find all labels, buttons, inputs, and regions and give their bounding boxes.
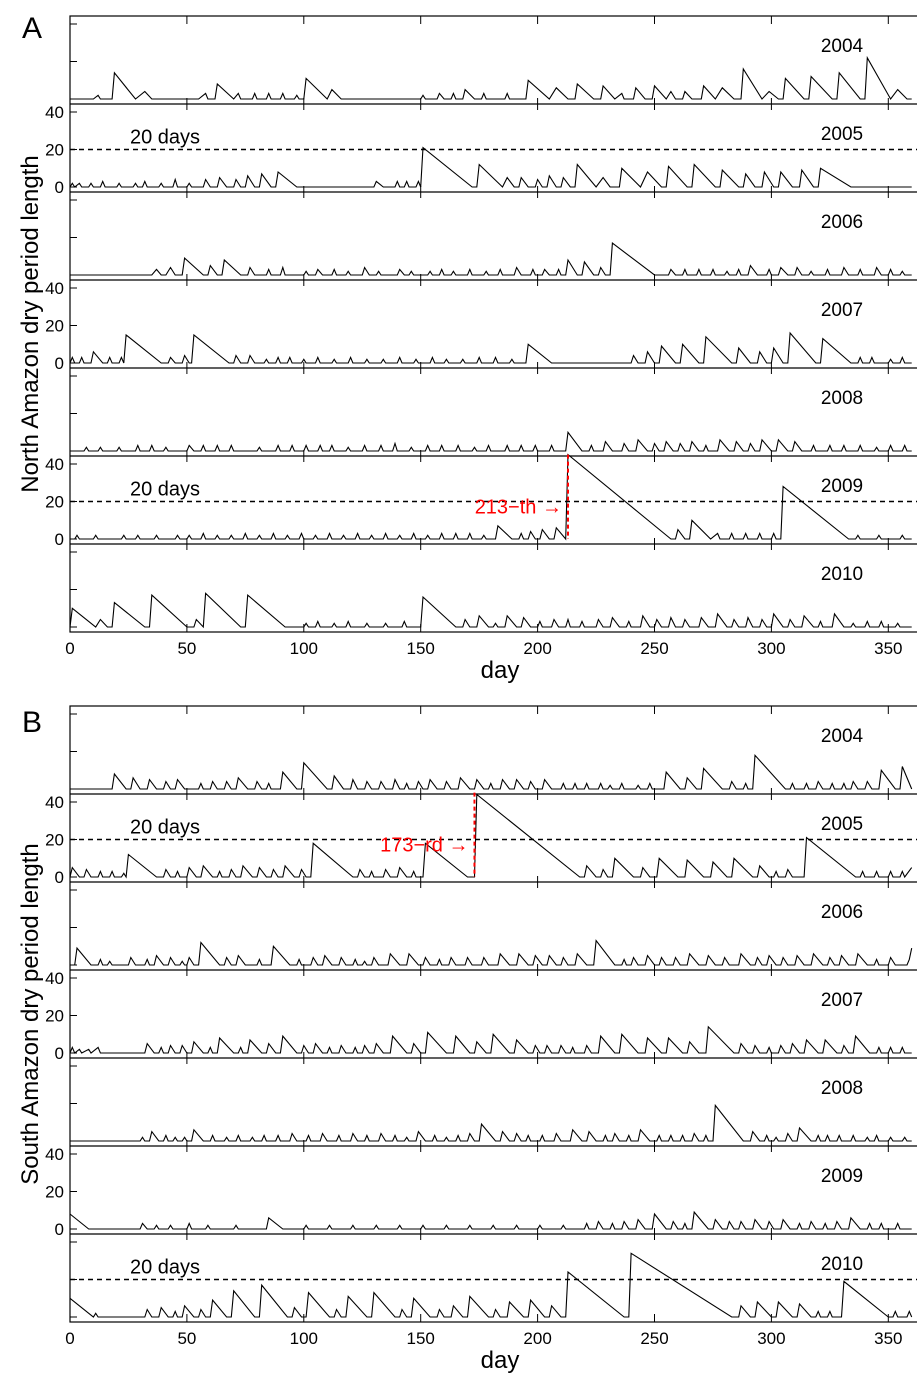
x-tick-label: 200 (523, 639, 551, 658)
x-tick-label: 150 (407, 1329, 435, 1348)
series-line-2006 (70, 242, 912, 276)
y-tick-label: 0 (55, 868, 64, 887)
threshold-label: 20 days (130, 479, 200, 501)
year-label: 2006 (821, 902, 863, 923)
y-tick-label: 20 (45, 317, 64, 336)
series-line-2004 (70, 753, 913, 790)
x-tick-label: 100 (290, 1329, 318, 1348)
x-tick-label: 100 (290, 639, 318, 658)
threshold-label: 20 days (130, 817, 200, 839)
year-row-2007: 0 20 40 2007 (45, 279, 917, 373)
x-tick-label: 300 (757, 639, 785, 658)
threshold-label: 20 days (130, 127, 200, 149)
x-tick-label: 250 (640, 639, 668, 658)
year-row-2007: 0 20 40 2007 (45, 969, 917, 1063)
y-axis-label: North Amazon dry period length (17, 155, 44, 493)
x-tick-label: 0 (65, 1329, 74, 1348)
x-tick-label: 0 (65, 639, 74, 658)
y-tick-label: 0 (55, 1220, 64, 1239)
onset-annotation: 173−rd → (380, 835, 468, 857)
y-tick-label: 0 (55, 354, 64, 373)
y-axis-label: South Amazon dry period length (17, 843, 44, 1185)
x-tick-label: 150 (407, 639, 435, 658)
y-tick-label: 20 (45, 141, 64, 160)
year-label: 2008 (821, 388, 863, 409)
panel-label: A (22, 12, 42, 45)
series-line-2008 (70, 430, 912, 452)
y-tick-label: 20 (45, 1183, 64, 1202)
y-tick-label: 40 (45, 969, 64, 988)
panel-label: B (22, 706, 42, 739)
y-tick-label: 40 (45, 103, 64, 122)
year-row-2009: 0 20 40 2009 (45, 1145, 917, 1239)
year-row-2004: 2004 (70, 23, 912, 101)
y-tick-label: 40 (45, 455, 64, 474)
x-axis-label: day (481, 657, 520, 684)
year-label: 2004 (821, 726, 864, 747)
series-line-2004 (70, 55, 912, 101)
year-row-2005: 0 20 40 20 days 2005 173−rd → (45, 792, 917, 887)
threshold-label: 20 days (130, 1257, 200, 1279)
y-tick-label: 0 (55, 178, 64, 197)
x-tick-label: 300 (757, 1329, 785, 1348)
year-label: 2009 (821, 1166, 863, 1187)
series-line-2006 (70, 939, 913, 966)
series-line-2007 (69, 1025, 912, 1054)
y-tick-label: 40 (45, 279, 64, 298)
y-tick-label: 20 (45, 1007, 64, 1026)
year-row-2009: 0 20 40 20 days 2009 213−th → (45, 453, 917, 549)
y-tick-label: 20 (45, 831, 64, 850)
y-tick-label: 40 (45, 793, 64, 812)
x-tick-label: 250 (640, 1329, 668, 1348)
series-line-2009 (70, 453, 912, 541)
year-label: 2010 (821, 1254, 863, 1275)
y-tick-label: 20 (45, 493, 64, 512)
year-row-2008: 2008 (70, 1057, 917, 1142)
onset-annotation: 213−th → (475, 497, 562, 519)
plot-frame (69, 15, 917, 633)
year-label: 2009 (821, 476, 863, 497)
y-tick-label: 0 (55, 530, 64, 549)
series-line-2010 (69, 592, 912, 629)
y-tick-label: 40 (45, 1145, 64, 1164)
series-line-2008 (70, 1103, 912, 1142)
year-label: 2005 (821, 814, 863, 835)
series-line-2007 (69, 331, 912, 364)
year-label: 2005 (821, 124, 863, 145)
series-line-2005 (69, 146, 912, 188)
x-tick-label: 200 (523, 1329, 551, 1348)
x-tick-label: 50 (177, 639, 196, 658)
x-tick-label: 50 (177, 1329, 196, 1348)
x-tick-label: 350 (874, 1329, 902, 1348)
year-row-2006: 2006 (70, 881, 917, 966)
series-line-2009 (69, 1210, 912, 1230)
year-label: 2010 (821, 564, 863, 585)
y-tick-label: 0 (55, 1044, 64, 1063)
year-row-2010: 2010 (69, 543, 917, 629)
year-row-2004: 2004 (70, 713, 913, 790)
year-row-2010: 20 days 2010 (69, 1233, 917, 1318)
year-row-2008: 2008 (70, 367, 917, 452)
plot-frame (69, 705, 917, 1323)
year-label: 2006 (821, 212, 863, 233)
year-row-2006: 2006 (70, 191, 917, 276)
year-row-2005: 0 20 40 20 days 2005 (45, 103, 917, 197)
series-line-2005 (69, 793, 913, 879)
year-label: 2004 (821, 36, 864, 57)
x-tick-label: 350 (874, 639, 902, 658)
year-label: 2007 (821, 990, 863, 1011)
series-line-2010 (69, 1252, 913, 1318)
year-label: 2008 (821, 1078, 863, 1099)
year-label: 2007 (821, 300, 863, 321)
x-axis-label: day (481, 1347, 520, 1374)
